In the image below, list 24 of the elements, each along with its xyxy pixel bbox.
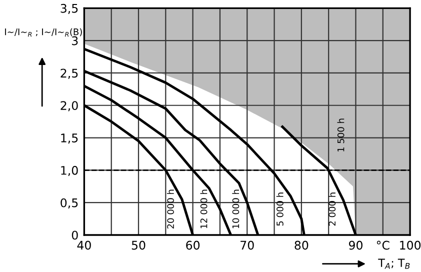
y-tick-label: 3,5 [60,4,78,14]
text: 2 000 h [328,192,336,226]
y-tick-label: 2,5 [60,68,78,79]
annotation: 1 500 h [337,118,344,152]
y-axis-title: I~/I~$_{R}$ ; I~/I~$_{R}$(B) [5,28,82,37]
x-tick-label: 50 [132,240,146,250]
y-tick-label: 3 [72,36,78,46]
x-tick-label: 80 [294,240,308,250]
x-tick-label: 40 [77,240,91,250]
x-axis-title: T$_{A}$; T$_{B}$ [378,258,410,269]
y-tick-label: 1,0 [61,166,78,176]
y-tick-label: 2,0 [60,101,78,112]
text: 5 000 h [276,192,284,226]
text: 12 000 h [200,190,208,228]
x-tick-label: 100 [400,240,421,250]
x-tick-label: °C [376,240,390,250]
x-tick-label: 70 [240,240,254,250]
x-tick-label: 60 [186,240,200,250]
x-tick-label: 90 [348,240,362,250]
text: 10 000 h [232,190,240,228]
y-tick-label: 0,5 [60,198,78,208]
text: 20 000 h [166,190,174,229]
y-tick-label: 1,5 [61,134,78,144]
y-tick-label: 0 [72,230,78,240]
